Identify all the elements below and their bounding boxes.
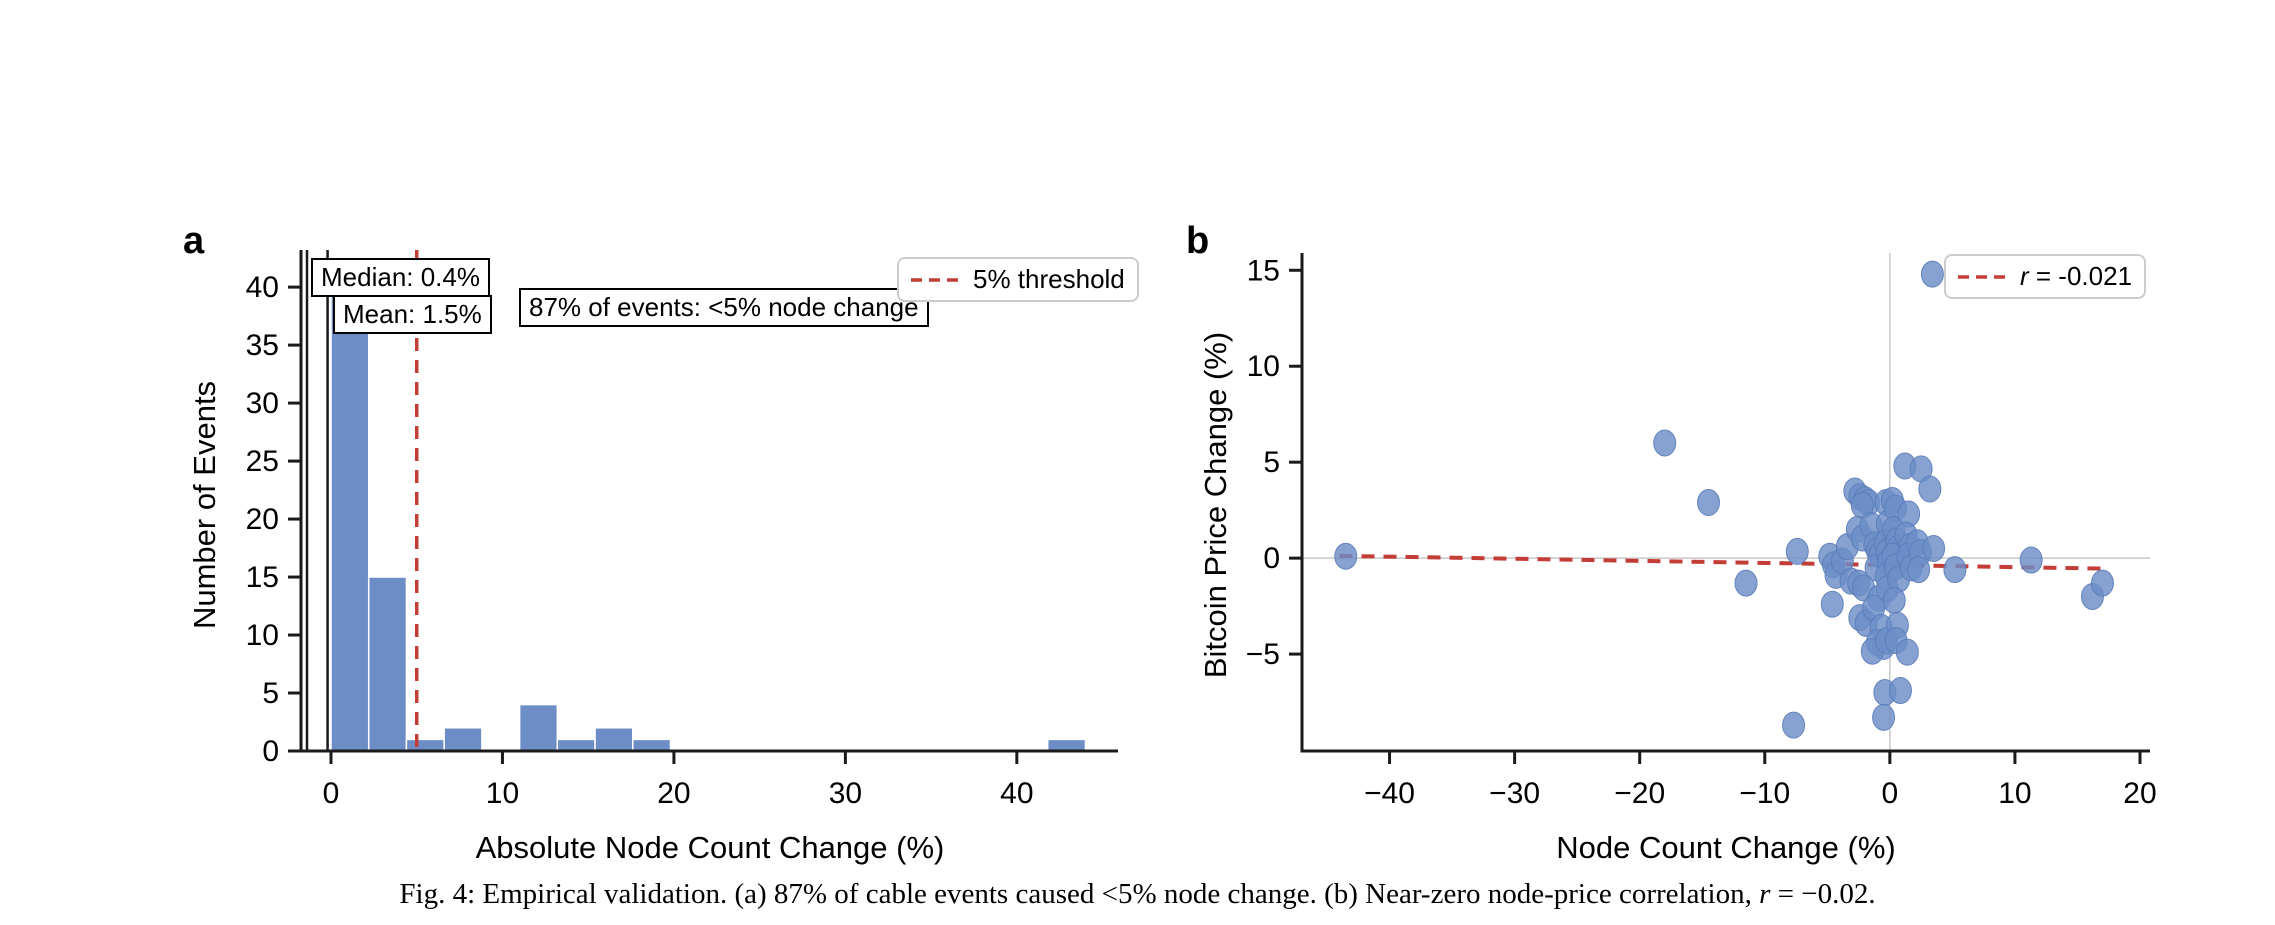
correlation-dash-icon (1958, 274, 2006, 279)
figure-caption: Fig. 4: Empirical validation. (a) 87% of… (0, 878, 2275, 911)
scatter-point (1872, 703, 1896, 731)
scatter-point (1734, 569, 1758, 597)
scatter-point (1653, 429, 1677, 457)
caption-text-prefix: Fig. 4: Empirical validation. (a) 87% of… (399, 878, 1760, 910)
scatter-point (1895, 638, 1919, 666)
scatter-point (1785, 537, 1809, 565)
panel-b-legend: r = -0.021 (1944, 254, 2147, 299)
histogram-bar (367, 576, 408, 752)
x-tick-label: 30 (829, 777, 862, 810)
percent-events-annotation: 87% of events: <5% node change (519, 288, 929, 328)
y-tick-label: 5 (1263, 446, 1280, 479)
x-tick-label: 0 (323, 777, 340, 810)
histogram-bar (405, 738, 445, 752)
y-tick-label: 0 (262, 735, 279, 768)
x-tick-label: 0 (1882, 777, 1899, 810)
panel-b-letter: b (1186, 220, 1210, 262)
scatter-point (1918, 475, 1942, 503)
x-tick-label: 20 (657, 777, 690, 810)
median-annotation: Median: 0.4% (311, 258, 490, 298)
x-tick-label: −20 (1614, 777, 1665, 810)
threshold-legend-label: 5% threshold (973, 264, 1125, 294)
y-tick-label: 10 (246, 619, 279, 652)
mean-annotation: Mean: 1.5% (333, 295, 492, 335)
correlation-legend-label: r = -0.021 (2020, 261, 2132, 292)
y-tick-label: 35 (246, 329, 279, 362)
y-tick-label: 0 (1263, 542, 1280, 575)
x-tick-label: −10 (1739, 777, 1790, 810)
scatter-point (1907, 556, 1931, 584)
scatter-point (1943, 556, 1967, 584)
x-tick-label: 20 (2123, 777, 2156, 810)
panel-b-xlabel: Node Count Change (%) (1556, 830, 1896, 865)
panel-a-legend: 5% threshold (897, 257, 1139, 302)
y-tick-label: 40 (246, 271, 279, 304)
x-tick-label: 10 (1998, 777, 2031, 810)
scatter-point (1782, 711, 1806, 739)
panel-b-ylabel: Bitcoin Price Change (%) (1198, 331, 1233, 679)
scatter-point (1882, 586, 1906, 614)
caption-r-symbol: r (1759, 878, 1771, 910)
y-tick-label: 30 (246, 387, 279, 420)
y-tick-label: 10 (1247, 350, 1280, 383)
x-tick-label: −30 (1489, 777, 1540, 810)
y-tick-label: 15 (1247, 254, 1280, 287)
y-tick-label: 20 (246, 503, 279, 536)
scatter-point (1820, 590, 1844, 618)
histogram-bar (518, 703, 559, 752)
y-tick-label: −5 (1246, 638, 1280, 671)
scatter-point (1920, 260, 1944, 288)
scatter-point (1888, 677, 1912, 705)
histogram-bar (1046, 738, 1087, 752)
y-tick-label: 25 (246, 445, 279, 478)
scatter-point (1696, 488, 1720, 516)
trend-line (1339, 553, 2109, 571)
panel-a-xlabel: Absolute Node Count Change (%) (475, 830, 945, 865)
correlation-value: = -0.021 (2028, 261, 2133, 291)
histogram-bar (632, 738, 672, 752)
panel-a-ylabel: Number of Events (187, 380, 222, 630)
x-tick-label: −40 (1364, 777, 1415, 810)
scatter-point (1922, 535, 1946, 563)
scatter-point (2090, 569, 2114, 597)
scatter-point (1334, 542, 1358, 570)
x-tick-label: 40 (1000, 777, 1033, 810)
scatter-point (2019, 546, 2043, 574)
histogram-bar (556, 738, 596, 752)
y-tick-label: 5 (262, 677, 279, 710)
y-tick-label: 15 (246, 561, 279, 594)
histogram-bar (330, 286, 370, 752)
histogram-bar (594, 727, 634, 752)
panel-a-letter: a (183, 220, 205, 262)
histogram-bar (443, 727, 483, 752)
caption-text-suffix: = −0.02. (1770, 878, 1876, 910)
x-tick-label: 10 (486, 777, 519, 810)
correlation-r-symbol: r (2020, 261, 2029, 291)
threshold-dash-icon (911, 277, 959, 282)
